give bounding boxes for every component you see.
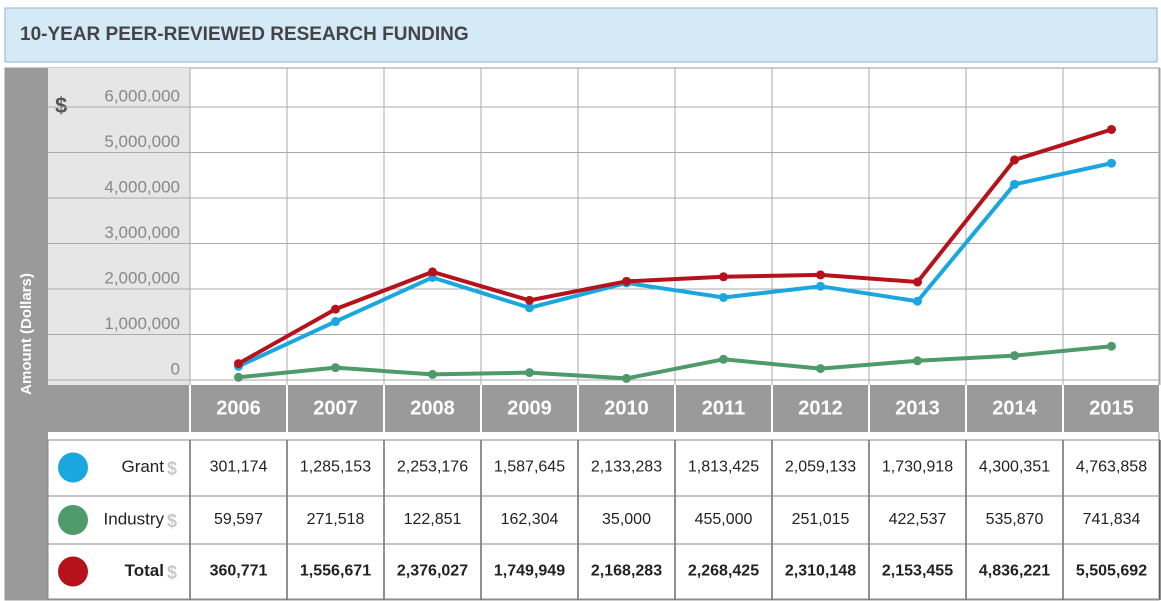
x-tick-label: 2009 xyxy=(507,397,552,419)
x-tick-label: 2006 xyxy=(216,397,261,419)
table-value: 422,537 xyxy=(889,511,947,528)
table-value: 2,268,425 xyxy=(688,563,759,580)
y-tick-label: 6,000.000 xyxy=(104,86,180,105)
legend-swatch xyxy=(58,556,88,587)
legend-label: Total xyxy=(125,561,164,580)
table-value: 4,836,221 xyxy=(979,563,1050,580)
table-value: 2,376,027 xyxy=(397,563,468,580)
currency-symbol: $ xyxy=(55,93,67,118)
x-tick-label: 2012 xyxy=(798,397,843,419)
data-point xyxy=(1010,351,1019,361)
x-tick-label: 2015 xyxy=(1089,397,1134,419)
data-point xyxy=(331,304,340,314)
table-value: 2,153,455 xyxy=(882,563,953,580)
series-line xyxy=(238,344,1112,381)
legend-currency: $ xyxy=(167,562,177,582)
data-point xyxy=(816,270,825,280)
legend-currency: $ xyxy=(167,511,177,531)
table-value: 2,253,176 xyxy=(397,459,468,476)
data-point xyxy=(816,364,825,374)
y-tick-label: 3,000,000 xyxy=(104,223,180,242)
data-point xyxy=(719,292,728,302)
table-value: 301,174 xyxy=(210,459,268,476)
table-value: 5,505,692 xyxy=(1076,563,1147,580)
legend-label: Grant xyxy=(121,457,164,476)
data-point xyxy=(913,356,922,366)
table-value: 35,000 xyxy=(602,511,651,528)
x-tick-label: 2014 xyxy=(992,397,1037,419)
table-value: 1,813,425 xyxy=(688,459,759,476)
table-value: 2,133,283 xyxy=(591,459,662,476)
y-label-band xyxy=(5,68,48,600)
x-tick-label: 2013 xyxy=(895,397,940,419)
y-tick-label: 0 xyxy=(171,359,180,378)
table-value: 2,168,283 xyxy=(591,563,662,580)
x-tick-label: 2011 xyxy=(702,397,745,419)
data-point xyxy=(622,373,631,383)
data-point xyxy=(1107,341,1116,351)
chart-title: 10-YEAR PEER-REVIEWED RESEARCH FUNDING xyxy=(20,24,469,45)
series-line xyxy=(237,161,1112,369)
legend-label: Industry xyxy=(104,509,165,528)
data-point xyxy=(1107,158,1116,168)
table-value: 271,518 xyxy=(307,511,365,528)
data-point xyxy=(622,276,631,286)
table-value: 2,059,133 xyxy=(785,459,856,476)
legend-swatch xyxy=(58,452,88,483)
x-tick-label: 2008 xyxy=(410,397,455,419)
table-value: 122,851 xyxy=(404,511,462,528)
data-point xyxy=(816,281,825,291)
table-value: 4,300,351 xyxy=(979,459,1050,476)
year-band xyxy=(48,385,1159,432)
data-point xyxy=(525,303,534,313)
data-point xyxy=(913,277,922,287)
data-point xyxy=(331,363,340,373)
table-value: 535,870 xyxy=(986,511,1044,528)
table-value: 1,587,645 xyxy=(494,459,565,476)
table-value: 1,730,918 xyxy=(882,459,953,476)
data-point xyxy=(331,317,340,327)
data-point xyxy=(234,359,243,369)
data-point xyxy=(913,296,922,306)
table-value: 360,771 xyxy=(210,563,268,580)
table-value: 4,763,858 xyxy=(1076,459,1147,476)
y-axis-title: Amount (Dollars) xyxy=(18,273,35,395)
data-point xyxy=(1107,124,1116,134)
table-value: 59,597 xyxy=(214,511,263,528)
legend-swatch xyxy=(58,505,88,535)
data-point xyxy=(428,267,437,277)
data-point xyxy=(525,295,534,305)
series-line xyxy=(237,127,1113,366)
table-value: 2,310,148 xyxy=(785,563,856,580)
table-value: 455,000 xyxy=(695,511,753,528)
y-tick-label: 4,000,000 xyxy=(104,177,180,196)
y-axis-area xyxy=(48,68,190,385)
x-tick-label: 2010 xyxy=(604,397,649,419)
data-point xyxy=(719,354,728,364)
y-tick-label: 5,000,000 xyxy=(104,132,180,151)
y-tick-label: 1,000,000 xyxy=(104,314,180,333)
legend-currency: $ xyxy=(167,458,177,478)
table-value: 162,304 xyxy=(501,511,559,528)
y-tick-label: 2,000,000 xyxy=(104,268,180,287)
data-point xyxy=(234,372,243,382)
table-value: 741,834 xyxy=(1083,511,1141,528)
table-value: 1,556,671 xyxy=(300,563,371,580)
data-point xyxy=(525,368,534,378)
data-point xyxy=(1010,155,1019,165)
table-value: 1,749,949 xyxy=(494,563,565,580)
data-point xyxy=(719,272,728,282)
data-point xyxy=(1010,179,1019,189)
x-tick-label: 2007 xyxy=(313,397,358,419)
table-value: 1,285,153 xyxy=(300,459,371,476)
header-box xyxy=(4,7,1158,63)
data-point xyxy=(428,369,437,379)
table-value: 251,015 xyxy=(792,511,850,528)
